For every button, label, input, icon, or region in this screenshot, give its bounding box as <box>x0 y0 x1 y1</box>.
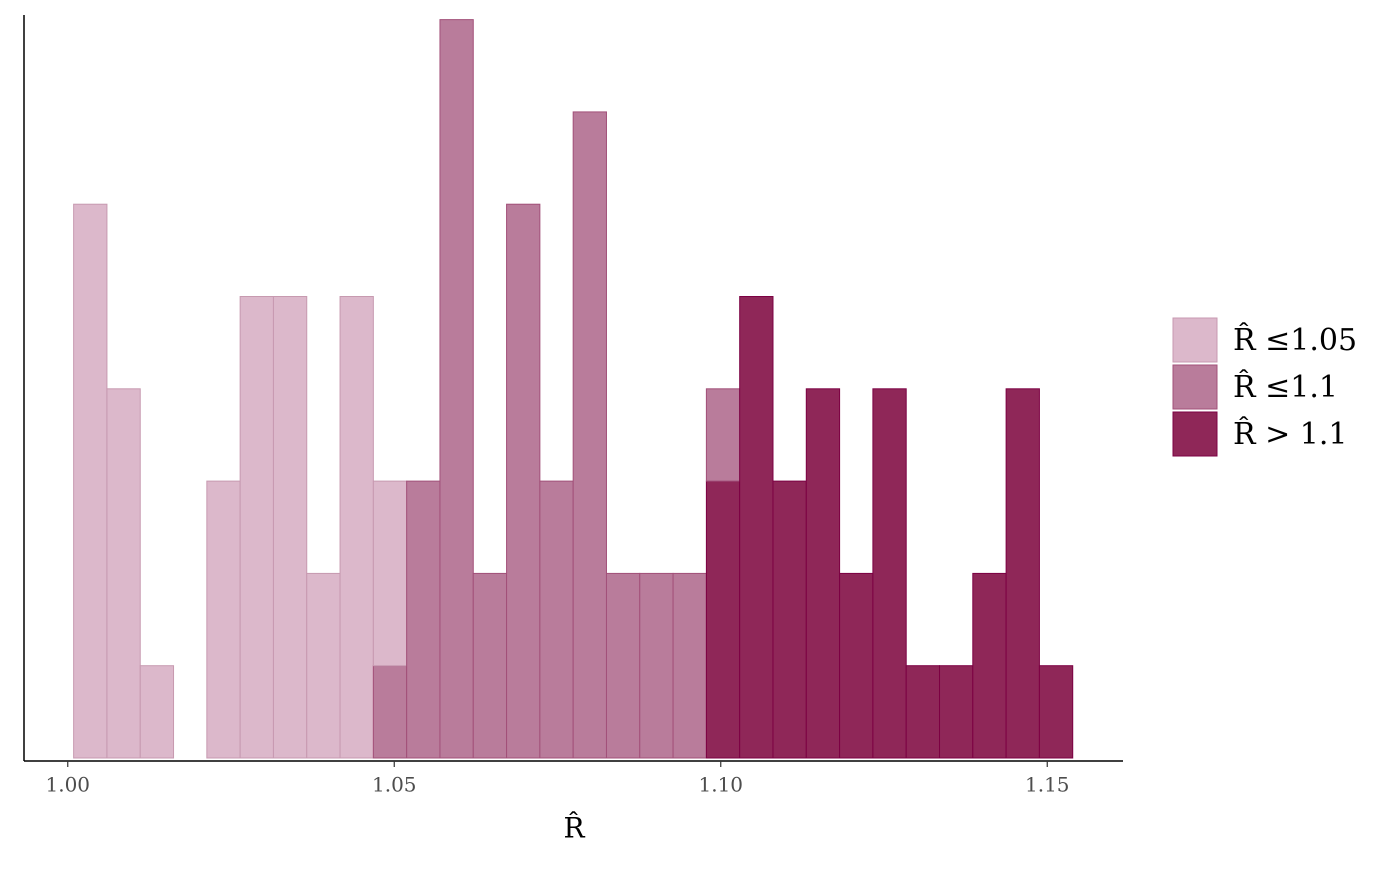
bar <box>472 572 508 759</box>
bar <box>306 572 341 759</box>
legend-label: R̂ ≤1.05 <box>1233 323 1357 358</box>
x-tick-label: 1.05 <box>372 773 417 797</box>
bar <box>872 388 907 759</box>
bar <box>339 296 374 759</box>
x-tick-label: 1.00 <box>45 773 90 797</box>
x-axis-title: R̂ <box>563 811 585 844</box>
bar <box>406 480 441 759</box>
bar <box>372 480 408 667</box>
bar <box>772 480 807 759</box>
bar <box>372 665 408 759</box>
bar <box>739 296 774 759</box>
bar <box>605 572 641 759</box>
bar <box>939 665 974 759</box>
bar <box>206 480 241 759</box>
bar <box>73 203 108 759</box>
bar <box>705 388 741 482</box>
bar <box>239 296 274 759</box>
bar <box>506 203 541 759</box>
bar <box>539 480 574 759</box>
bar <box>572 111 607 759</box>
bar <box>439 19 474 759</box>
legend-label: R̂ > 1.1 <box>1233 417 1348 452</box>
bar <box>272 296 308 759</box>
bar <box>672 572 707 759</box>
bar <box>705 480 741 759</box>
legend-label: R̂ ≤1.1 <box>1233 370 1338 405</box>
bar <box>106 388 141 759</box>
bar <box>1038 665 1074 759</box>
legend-key <box>1172 364 1218 410</box>
bar <box>905 665 941 759</box>
legend-key <box>1172 317 1218 363</box>
bar <box>805 388 841 759</box>
x-tick-label: 1.10 <box>698 773 743 797</box>
bar <box>639 572 674 759</box>
bar <box>972 572 1007 759</box>
bar <box>139 665 175 759</box>
bar <box>839 572 874 759</box>
x-tick-label: 1.15 <box>1025 773 1070 797</box>
bar <box>1005 388 1040 759</box>
legend-key <box>1172 411 1218 457</box>
